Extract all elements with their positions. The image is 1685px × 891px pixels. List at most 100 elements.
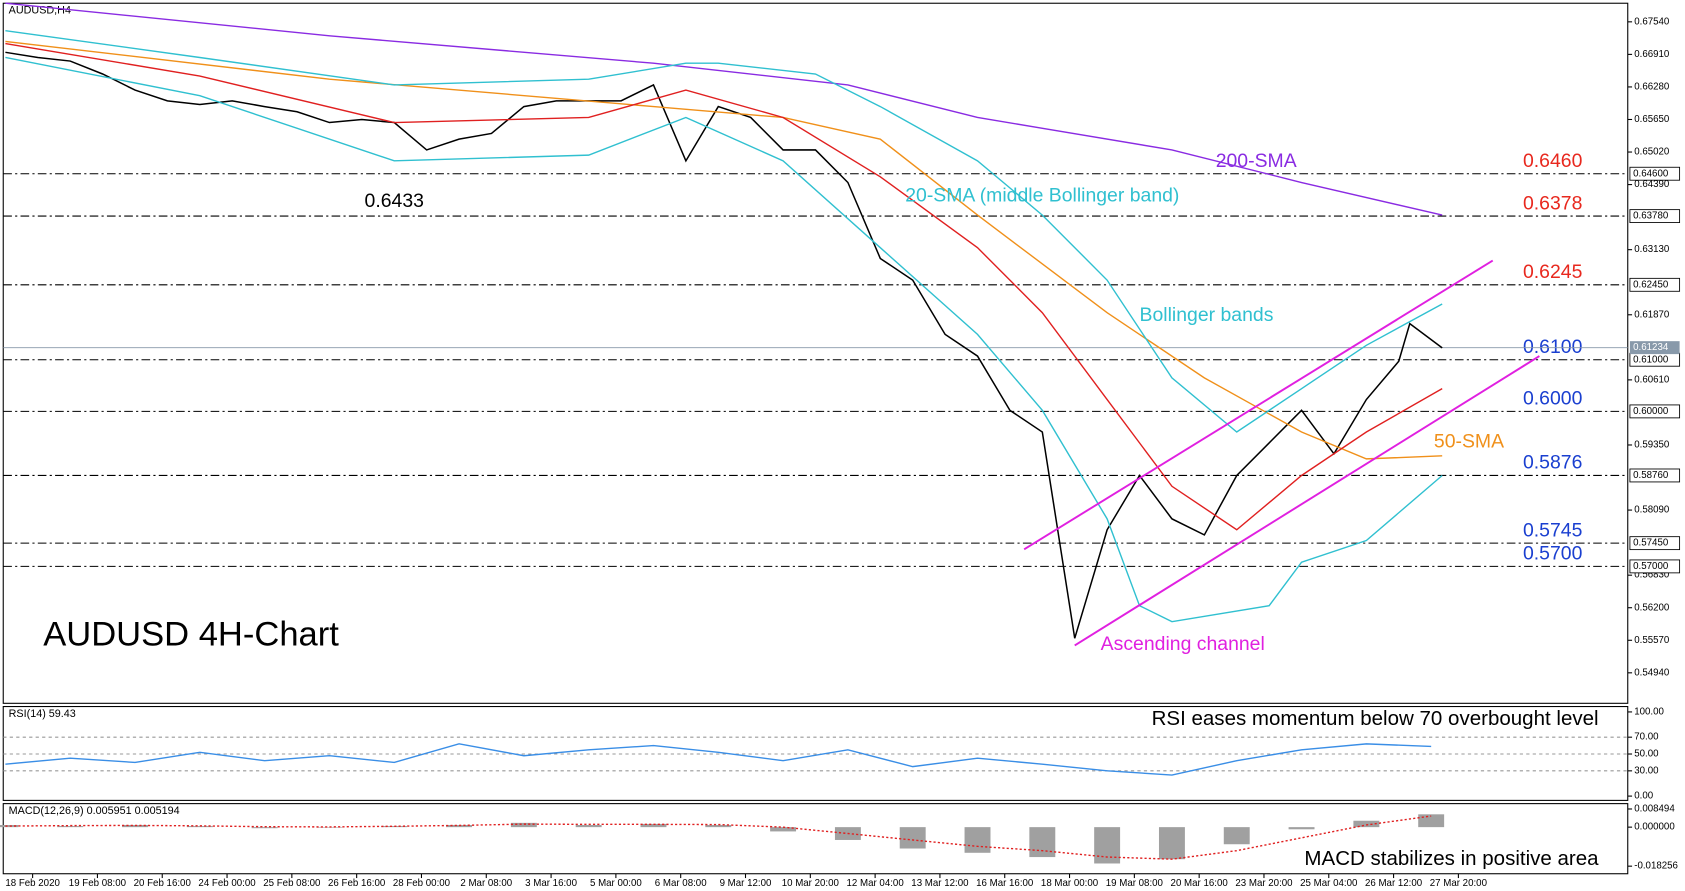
y-tick-label: 0.54940 (1634, 667, 1670, 678)
macd-panel (2, 803, 1629, 875)
channel-label: Ascending channel (1101, 633, 1265, 655)
x-tick-label: 5 Mar 00:00 (590, 878, 642, 889)
panel-title: AUDUSD,H4 (9, 5, 71, 17)
series-line (5, 42, 1443, 531)
chart-subtitle: AUDUSD 4H-Chart (43, 616, 339, 654)
x-tick-label: 18 Mar 00:00 (1041, 878, 1099, 889)
level-axis-box (1629, 209, 1681, 224)
level-axis-box (1629, 536, 1681, 551)
x-tick-label: 28 Feb 00:00 (393, 878, 451, 889)
x-tick-label: 26 Feb 16:00 (328, 878, 386, 889)
level-axis-box (1629, 404, 1681, 419)
histogram-bar (1158, 827, 1185, 860)
y-tick-label: 0.64390 (1634, 179, 1670, 190)
histogram-bar (186, 826, 213, 828)
y-tick-label: 0.55570 (1634, 635, 1670, 646)
x-tick-label: 20 Mar 16:00 (1171, 878, 1229, 889)
histogram-bar (770, 827, 797, 832)
y-tick-label: 0.60610 (1634, 374, 1670, 385)
histogram-bar (1353, 820, 1380, 828)
x-tick-label: 16 Mar 16:00 (976, 878, 1034, 889)
x-tick-label: 20 Feb 16:00 (134, 878, 192, 889)
channel-line (1074, 355, 1540, 647)
y-tick-label: 0.66910 (1634, 49, 1670, 60)
series-line (5, 2, 1443, 216)
histogram-bar (1029, 827, 1056, 858)
x-tick-label: 13 Mar 12:00 (911, 878, 969, 889)
y-tick-label: 0.00 (1634, 791, 1654, 802)
histogram-bar (510, 822, 537, 828)
histogram-bar (899, 827, 926, 849)
y-tick-label: 0.56830 (1634, 570, 1670, 581)
histogram-bar (705, 825, 732, 828)
level-label: 0.5745 (1523, 519, 1582, 541)
annotation: 200-SMA (1216, 150, 1297, 172)
x-tick-label: 24 Feb 00:00 (198, 878, 256, 889)
level-label: 0.6460 (1523, 150, 1583, 172)
series-line (5, 743, 1432, 776)
level-label: 0.5876 (1523, 452, 1582, 474)
level-axis-label: 0.62450 (1633, 279, 1669, 290)
level-label: 0.6245 (1523, 261, 1582, 283)
histogram-bar (1288, 827, 1315, 830)
last-price-box (1629, 341, 1680, 355)
series-line (5, 56, 1443, 623)
y-tick-label: 0.65020 (1634, 147, 1670, 158)
x-tick-label: 18 Feb 2020 (5, 878, 60, 889)
histogram-bar (251, 827, 278, 829)
level-axis-box (1629, 559, 1681, 574)
series-line (5, 815, 1432, 860)
level-axis-label: 0.64600 (1633, 168, 1669, 179)
level-axis-box (1629, 166, 1681, 181)
level-axis-label: 0.63780 (1633, 211, 1669, 222)
histogram-bar (57, 826, 84, 828)
level-axis-label: 0.57000 (1633, 561, 1669, 572)
panel-title: MACD(12,26,9) 0.005951 0.005194 (9, 805, 180, 817)
y-tick-label: 0.59350 (1634, 440, 1670, 451)
y-tick-label: 100.00 (1634, 706, 1664, 717)
y-tick-label: 0.67540 (1634, 16, 1670, 27)
annotation: Bollinger bands (1140, 304, 1274, 326)
y-tick-label: 50.00 (1634, 749, 1659, 760)
x-tick-label: 9 Mar 12:00 (720, 878, 772, 889)
x-tick-label: 2 Mar 08:00 (460, 878, 512, 889)
panel-title: RSI(14) 59.43 (9, 708, 76, 720)
series-line (5, 40, 1443, 460)
histogram-bar (575, 825, 602, 828)
y-tick-label: 0.65650 (1634, 114, 1670, 125)
main-panel (2, 2, 1629, 704)
histogram-bar (1223, 827, 1250, 845)
series-line (5, 51, 1443, 639)
y-tick-label: 30.00 (1634, 765, 1659, 776)
x-tick-label: 27 Mar 20:00 (1430, 878, 1488, 889)
y-tick-label: 0.000000 (1634, 822, 1675, 833)
x-tick-label: 6 Mar 08:00 (655, 878, 707, 889)
annotation: 0.6433 (365, 190, 424, 212)
y-tick-label: -0.018256 (1634, 861, 1678, 872)
x-tick-label: 25 Feb 08:00 (263, 878, 321, 889)
y-tick-label: 0.58090 (1634, 505, 1670, 516)
panel-annotation: MACD stabilizes in positive area (1304, 847, 1599, 870)
histogram-bar (1094, 827, 1121, 864)
level-axis-label: 0.58760 (1633, 470, 1669, 481)
rsi-panel (2, 706, 1629, 801)
x-tick-label: 10 Mar 20:00 (782, 878, 840, 889)
level-axis-label: 0.60000 (1633, 406, 1669, 417)
histogram-bar (1418, 814, 1445, 828)
y-tick-label: 0.63130 (1634, 244, 1670, 255)
x-tick-label: 23 Mar 20:00 (1235, 878, 1293, 889)
x-tick-label: 12 Mar 04:00 (847, 878, 905, 889)
level-axis-label: 0.57450 (1633, 538, 1669, 549)
y-tick-label: 0.008494 (1634, 804, 1675, 815)
x-tick-label: 3 Mar 16:00 (525, 878, 577, 889)
y-tick-label: 0.61870 (1634, 309, 1670, 320)
x-tick-label: 19 Feb 08:00 (69, 878, 127, 889)
annotation: 50-SMA (1434, 430, 1504, 452)
channel-line (1023, 259, 1494, 551)
histogram-bar (640, 823, 667, 828)
level-axis-box (1629, 277, 1681, 292)
level-axis-box (1629, 468, 1681, 483)
